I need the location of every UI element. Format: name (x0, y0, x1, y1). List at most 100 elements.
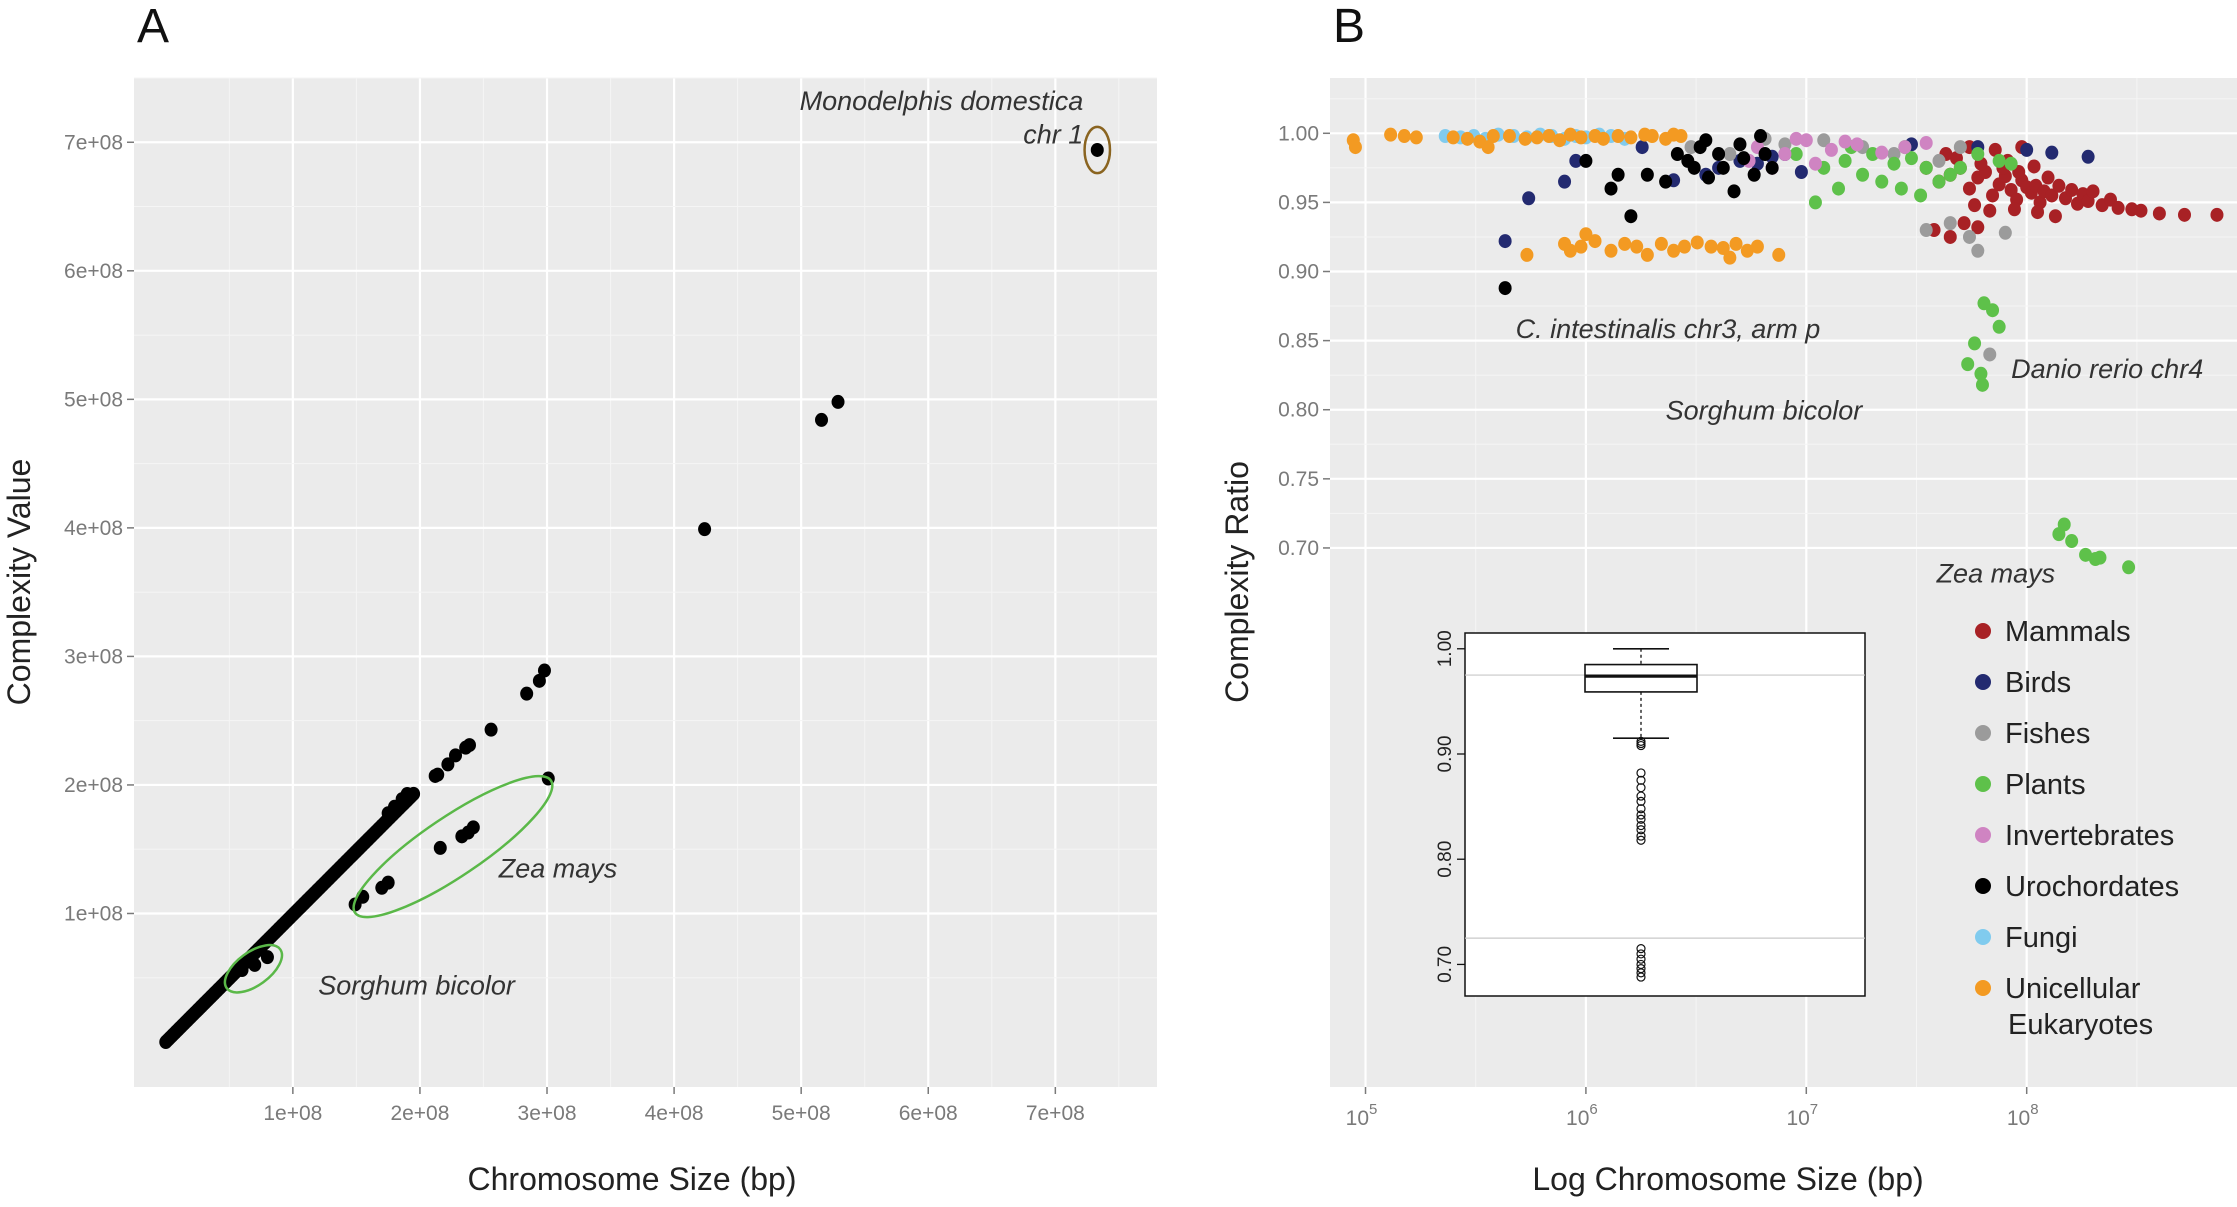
panel-a-annotation: Zea mays (498, 853, 618, 883)
panel-b-point (1943, 216, 1957, 231)
panel-b-point (1962, 229, 1976, 244)
panel-b-point (2007, 202, 2021, 217)
panel-b-point (1758, 147, 1772, 162)
panel-b-letter: B (1333, 0, 1365, 53)
panel-b-point (2045, 145, 2059, 160)
panel-b-point (2004, 156, 2018, 171)
panel-b-x-tick-label: 107 (1786, 1101, 1818, 1130)
panel-b-point (1604, 243, 1618, 258)
panel-b-y-tick-label: 0.70 (1278, 537, 1319, 560)
panel-b-point (1520, 247, 1534, 262)
panel-b-point (1778, 147, 1792, 162)
panel-a-point (441, 757, 455, 772)
panel-a-y-ticks: 1e+08 2e+08 3e+08 4e+08 5e+08 6e+08 7e+08 (64, 131, 134, 925)
panel-a-plot-background (134, 78, 1157, 1087)
panel-b-point (1875, 145, 1889, 160)
panel-b-point (1754, 129, 1768, 144)
panel-b-point (1971, 243, 1985, 258)
panel-a-highlight-ellipse (223, 943, 284, 994)
panel-b-point (1747, 167, 1761, 182)
panel-a-letter: A (137, 0, 169, 53)
panel-b-point (1654, 236, 1668, 251)
inset-outlier (1636, 820, 1646, 831)
panel-b-point (1684, 140, 1698, 155)
panel-b-point (1968, 198, 1982, 213)
panel-a-point (831, 394, 845, 409)
panel-b-point (1486, 129, 1500, 144)
panel-a-point (381, 875, 395, 890)
inset-outlier (1636, 968, 1646, 978)
panel-b-point (2065, 182, 2079, 197)
panel-a-x-tick-label: 1e+08 (263, 1102, 322, 1125)
panel-b-point (1723, 147, 1737, 162)
panel-b-point (1670, 147, 1684, 162)
panel-b-point (1919, 160, 1933, 175)
panel-b-y-tick-label: 0.75 (1278, 468, 1319, 491)
inset-outlier (1636, 796, 1646, 806)
legend-label: Urochordates (2005, 871, 2179, 903)
panel-b-point (1992, 319, 2006, 334)
inset-outlier (1636, 954, 1646, 964)
panel-a-y-tick-label: 2e+08 (64, 774, 123, 797)
panel-b-point (2122, 560, 2136, 575)
panel-a-annotation: Sorghum bicolor (318, 970, 516, 1000)
panel-a-point (466, 820, 480, 835)
panel-b-point (1789, 147, 1803, 162)
panel-b-point (1838, 134, 1852, 149)
inset-outlier (1636, 949, 1646, 959)
panel-a-x-tick-label: 2e+08 (390, 1102, 449, 1125)
legend-label: Unicellular (2005, 973, 2141, 1005)
panel-a-point (462, 738, 476, 753)
panel-b-point (1446, 130, 1460, 145)
panel-b-point (1712, 147, 1726, 162)
panel-b-point (1716, 160, 1730, 175)
inset-outlier (1636, 972, 1646, 982)
panel-b-point (1832, 181, 1846, 196)
panel-b-point (1799, 133, 1813, 148)
panel-b-point (1729, 236, 1743, 251)
panel-b-point (2048, 209, 2062, 224)
legend-swatch (1975, 827, 1991, 843)
panel-b-point (2134, 203, 2148, 218)
legend-label: Plants (2005, 769, 2086, 801)
panel-b-point (1569, 153, 1583, 168)
panel-b-annotations: C. intestinalis chr3, arm p Sorghum bicol… (1516, 314, 2204, 589)
panel-b-point (1838, 153, 1852, 168)
legend-swatch (1975, 623, 1991, 639)
panel-b-points (1346, 127, 2224, 575)
panel-a-highlight-ellipse (1083, 125, 1112, 175)
panel-a-x-tick-label: 7e+08 (1026, 1102, 1085, 1125)
panel-b-point (1961, 357, 1975, 372)
panel-b-point (2111, 200, 2125, 215)
panel-b-point (1957, 216, 1971, 231)
panel-b-point (1518, 131, 1532, 146)
panel-a-point (431, 767, 445, 782)
panel-b-point (1975, 377, 1989, 392)
panel-b-point (1962, 181, 1976, 196)
panel-a-point (698, 522, 712, 537)
panel-b-y-tick-label: 1.00 (1278, 122, 1319, 145)
panel-a-point (1090, 142, 1104, 157)
panel-b-x-tick-label: 106 (1566, 1101, 1598, 1130)
panel-b-point (1765, 160, 1779, 175)
panel-b-point (1699, 133, 1713, 148)
panel-b-point (1530, 130, 1544, 145)
panel-b-point (1618, 236, 1632, 251)
panel-b-point (1904, 151, 1918, 166)
panel-b-point (1702, 170, 1716, 185)
panel-b-point (2081, 149, 2095, 164)
panel-b-point (2210, 207, 2224, 222)
panel-b-point (1887, 156, 1901, 171)
panel-b-point (1498, 281, 1512, 296)
panel-b-point (1789, 131, 1803, 146)
panel-b-point (1542, 129, 1556, 144)
panel-b-point (1932, 153, 1946, 168)
panel-b-point (1932, 174, 1946, 189)
panel-b-point (1558, 174, 1572, 189)
panel-b-point (1750, 239, 1764, 254)
panel-b-point (1588, 234, 1602, 249)
panel-b-x-ticks: 105 106 107 108 (1346, 1087, 2039, 1130)
panel-b-point (1914, 188, 1928, 203)
inset-y-tick-label: 1.00 (1435, 630, 1456, 667)
